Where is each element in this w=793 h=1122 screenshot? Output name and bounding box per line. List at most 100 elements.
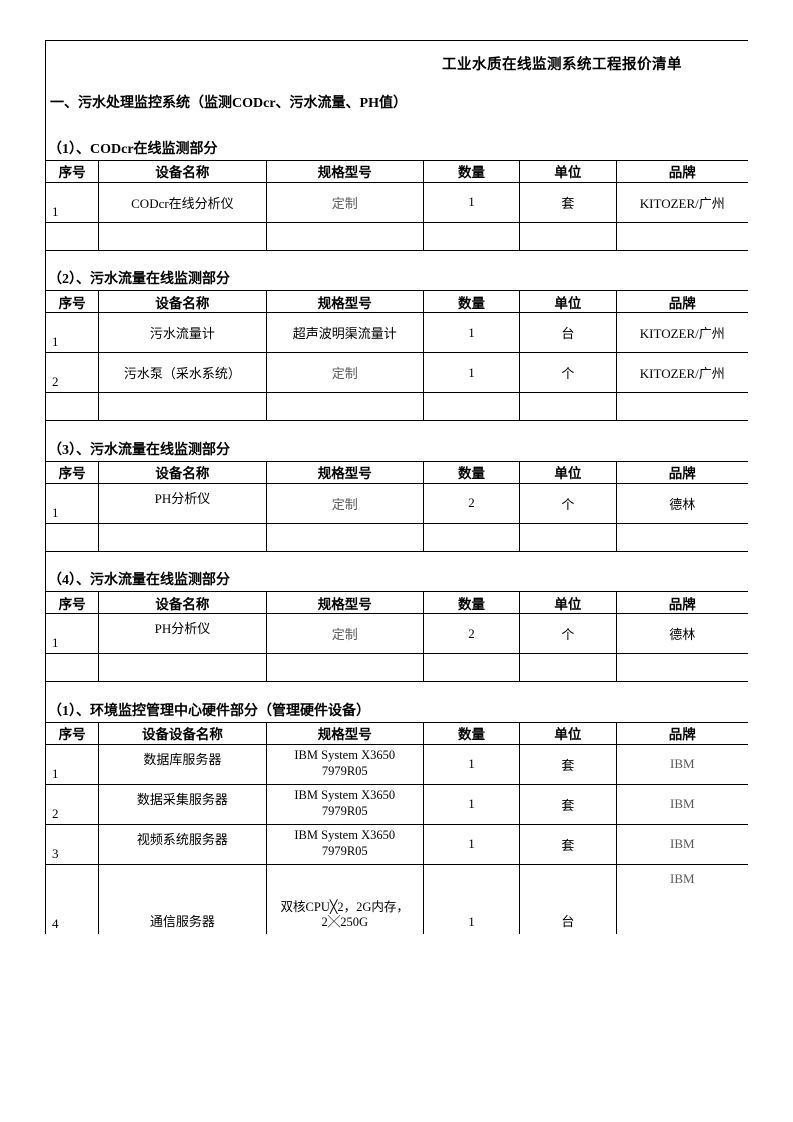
cell-qty: 1 [423, 313, 519, 353]
table-row: 1 数据库服务器 IBM System X3650 7979R05 1 套 IB… [46, 744, 748, 784]
cell-qty: 2 [423, 483, 519, 523]
col-name: 设备名称 [99, 592, 266, 614]
empty-row [46, 654, 748, 682]
subsection-title-row: （3）、污水流量在线监测部分 [46, 421, 748, 461]
cell-brand: IBM [616, 784, 748, 824]
cell-name: 数据库服务器 [99, 744, 266, 784]
cell-brand: IBM [616, 864, 748, 934]
subsection-title: （1）、环境监控管理中心硬件部分（管理硬件设备） [46, 682, 748, 722]
cell-qty: 1 [423, 744, 519, 784]
col-spec: 规格型号 [266, 160, 423, 182]
col-spec: 规格型号 [266, 461, 423, 483]
cell-qty: 1 [423, 864, 519, 934]
cell-qty: 1 [423, 353, 519, 393]
cell-spec: IBM System X3650 7979R05 [266, 784, 423, 824]
cell-brand: 德林 [616, 483, 748, 523]
col-qty: 数量 [423, 592, 519, 614]
empty-row [46, 222, 748, 250]
cell-brand: KITOZER/广州 [616, 353, 748, 393]
cell-brand: KITOZER/广州 [616, 182, 748, 222]
cell-name: 通信服务器 [99, 864, 266, 934]
col-unit: 单位 [520, 461, 616, 483]
col-spec: 规格型号 [266, 722, 423, 744]
table-hardware: （1）、环境监控管理中心硬件部分（管理硬件设备） 序号 设备设备名称 规格型号 … [46, 682, 748, 934]
col-unit: 单位 [520, 592, 616, 614]
col-seq: 序号 [46, 291, 99, 313]
col-qty: 数量 [423, 291, 519, 313]
col-brand: 品牌 [616, 291, 748, 313]
cell-seq: 1 [46, 313, 99, 353]
cell-qty: 2 [423, 614, 519, 654]
col-seq: 序号 [46, 722, 99, 744]
cell-spec: IBM System X3650 7979R05 [266, 824, 423, 864]
subsection-title: （1）、CODcr在线监测部分 [46, 120, 748, 160]
cell-brand: KITOZER/广州 [616, 313, 748, 353]
subsection-title-row: （1）、环境监控管理中心硬件部分（管理硬件设备） [46, 682, 748, 722]
cell-qty: 1 [423, 784, 519, 824]
cell-brand: IBM [616, 824, 748, 864]
col-name: 设备名称 [99, 461, 266, 483]
col-name: 设备名称 [99, 160, 266, 182]
col-qty: 数量 [423, 160, 519, 182]
table-flow: （2）、污水流量在线监测部分 序号 设备名称 规格型号 数量 单位 品牌 1 污… [46, 251, 748, 422]
col-unit: 单位 [520, 722, 616, 744]
cell-seq: 2 [46, 353, 99, 393]
cell-name: PH分析仪 [99, 483, 266, 523]
cell-unit: 个 [520, 614, 616, 654]
table-codcr: （1）、CODcr在线监测部分 序号 设备名称 规格型号 数量 单位 品牌 1 … [46, 120, 748, 251]
table-row: 1 PH分析仪 定制 2 个 德林 [46, 483, 748, 523]
col-brand: 品牌 [616, 160, 748, 182]
cell-unit: 个 [520, 483, 616, 523]
section-heading-1: 一、污水处理监控系统（监测CODcr、污水流量、PH值） [46, 84, 748, 120]
subsection-title: （2）、污水流量在线监测部分 [46, 251, 748, 291]
cell-brand: IBM [616, 744, 748, 784]
table-row: 2 污水泵（采水系统） 定制 1 个 KITOZER/广州 [46, 353, 748, 393]
subsection-title-row: （2）、污水流量在线监测部分 [46, 251, 748, 291]
col-spec: 规格型号 [266, 291, 423, 313]
col-name: 设备设备名称 [99, 722, 266, 744]
table-header-row: 序号 设备设备名称 规格型号 数量 单位 品牌 [46, 722, 748, 744]
table-header-row: 序号 设备名称 规格型号 数量 单位 品牌 [46, 291, 748, 313]
table-row: 2 数据采集服务器 IBM System X3650 7979R05 1 套 I… [46, 784, 748, 824]
col-qty: 数量 [423, 722, 519, 744]
empty-row [46, 523, 748, 551]
cell-unit: 台 [520, 313, 616, 353]
table-ph2: （4）、污水流量在线监测部分 序号 设备名称 规格型号 数量 单位 品牌 1 P… [46, 552, 748, 683]
cell-name: 污水泵（采水系统） [99, 353, 266, 393]
col-brand: 品牌 [616, 461, 748, 483]
cell-seq: 1 [46, 614, 99, 654]
cell-brand: 德林 [616, 614, 748, 654]
cell-unit: 套 [520, 182, 616, 222]
cell-unit: 套 [520, 824, 616, 864]
table-row: 1 CODcr在线分析仪 定制 1 套 KITOZER/广州 [46, 182, 748, 222]
cell-qty: 1 [423, 182, 519, 222]
cell-seq: 2 [46, 784, 99, 824]
cell-name: 污水流量计 [99, 313, 266, 353]
empty-row [46, 393, 748, 421]
subsection-title: （3）、污水流量在线监测部分 [46, 421, 748, 461]
document-frame: 工业水质在线监测系统工程报价清单 一、污水处理监控系统（监测CODcr、污水流量… [45, 40, 748, 934]
cell-seq: 1 [46, 483, 99, 523]
cell-name: 视频系统服务器 [99, 824, 266, 864]
col-brand: 品牌 [616, 722, 748, 744]
table-row: 1 PH分析仪 定制 2 个 德林 [46, 614, 748, 654]
table-row: 3 视频系统服务器 IBM System X3650 7979R05 1 套 I… [46, 824, 748, 864]
cell-unit: 套 [520, 784, 616, 824]
cell-spec: 定制 [266, 483, 423, 523]
cell-seq: 3 [46, 824, 99, 864]
cell-spec: 定制 [266, 182, 423, 222]
cell-name: PH分析仪 [99, 614, 266, 654]
cell-name: 数据采集服务器 [99, 784, 266, 824]
table-header-row: 序号 设备名称 规格型号 数量 单位 品牌 [46, 592, 748, 614]
cell-seq: 1 [46, 182, 99, 222]
table-row: 1 污水流量计 超声波明渠流量计 1 台 KITOZER/广州 [46, 313, 748, 353]
cell-spec: 定制 [266, 614, 423, 654]
col-seq: 序号 [46, 160, 99, 182]
subsection-title-row: （1）、CODcr在线监测部分 [46, 120, 748, 160]
cell-unit: 个 [520, 353, 616, 393]
cell-qty: 1 [423, 824, 519, 864]
cell-spec: 超声波明渠流量计 [266, 313, 423, 353]
col-spec: 规格型号 [266, 592, 423, 614]
cell-spec: 定制 [266, 353, 423, 393]
col-qty: 数量 [423, 461, 519, 483]
